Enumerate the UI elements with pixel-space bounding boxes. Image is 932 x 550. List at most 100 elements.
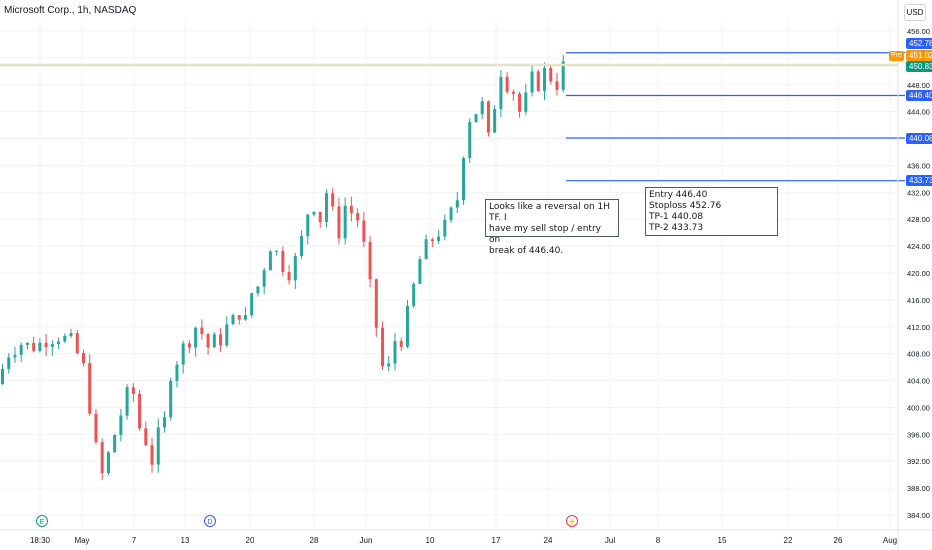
y-tick-label: 420.00: [907, 269, 930, 278]
candle-body: [106, 452, 110, 474]
candle-body: [75, 333, 79, 353]
y-tick-label: 432.00: [907, 188, 930, 197]
candle-body: [32, 342, 36, 351]
split-marker: ⚡: [566, 515, 578, 527]
candle-body: [287, 272, 291, 281]
y-tick-label: 444.00: [907, 108, 930, 117]
candle-body: [7, 357, 11, 369]
candle-body: [57, 341, 61, 345]
y-tick-label: 428.00: [907, 215, 930, 224]
earnings-marker-label: E: [40, 519, 45, 526]
candle-body: [256, 286, 260, 294]
candle-body: [480, 101, 484, 115]
candle-body: [306, 214, 310, 237]
candle-body: [412, 283, 416, 307]
y-tick-label: 388.00: [907, 484, 930, 493]
tp2-price-tag: 433.73: [906, 175, 932, 186]
x-tick-label: Jun: [360, 536, 373, 545]
candle-body: [511, 91, 515, 94]
dividend-marker: D: [204, 515, 216, 527]
x-tick-label: 7: [132, 536, 137, 545]
currency-button[interactable]: USD: [904, 4, 926, 21]
candle-body: [437, 236, 441, 242]
candle-body: [399, 341, 403, 347]
events-layer: E D ⚡: [36, 515, 578, 527]
candle-body: [88, 363, 92, 414]
candle-body: [493, 109, 497, 133]
entry-price-tag: 446.40: [906, 90, 932, 101]
x-tick-label: 10: [426, 536, 435, 545]
chart-title: Microsoft Corp., 1h, NASDAQ: [4, 5, 137, 16]
candle-body: [356, 213, 360, 221]
candle-body: [63, 335, 67, 342]
candle-body: [113, 435, 117, 453]
candle-body: [381, 327, 385, 367]
x-tick-label: 18:30: [30, 536, 51, 545]
candle-body: [561, 61, 565, 90]
candle-body: [1, 368, 4, 384]
x-tick-label: Jul: [605, 536, 615, 545]
y-tick-label: 416.00: [907, 296, 930, 305]
y-tick-label: 392.00: [907, 457, 930, 466]
split-marker-circle: [566, 515, 578, 527]
candle-body: [212, 334, 216, 348]
candle-body: [430, 239, 434, 242]
x-tick-label: 24: [544, 536, 553, 545]
candle-body: [424, 239, 428, 260]
candle-body: [443, 219, 447, 237]
candle-body: [455, 200, 459, 208]
candle-body: [543, 68, 547, 91]
last-price-tag: 450.83: [906, 61, 932, 72]
candle-body: [474, 114, 478, 123]
candle-body: [268, 251, 272, 271]
candle-body: [44, 342, 48, 347]
candle-body: [449, 207, 453, 220]
candle-body: [231, 315, 235, 325]
candle-body: [19, 344, 23, 355]
candle-body: [505, 76, 509, 92]
candle-body: [181, 343, 185, 365]
candle-body: [119, 415, 123, 436]
candle-body: [536, 71, 540, 91]
x-tick-label: 28: [310, 536, 319, 545]
candle-body: [405, 306, 409, 347]
candle-body: [331, 193, 335, 207]
y-tick-label: 456.00: [907, 27, 930, 36]
candle-body: [138, 394, 142, 429]
candle-body: [300, 236, 304, 257]
candle-body: [374, 279, 378, 328]
candle-body: [250, 293, 254, 316]
candles-layer: [1, 54, 565, 481]
dividend-marker-circle: [204, 515, 216, 527]
x-tick-label: 22: [784, 536, 793, 545]
y-tick-label: 424.00: [907, 242, 930, 251]
candle-body: [206, 334, 210, 348]
candle-body: [418, 259, 422, 284]
candle-body: [281, 250, 285, 273]
candle-body: [243, 315, 247, 320]
candle-body: [219, 334, 223, 346]
pre-market-label: Pre: [889, 51, 904, 61]
candle-body: [337, 206, 341, 239]
candle-body: [318, 211, 322, 223]
x-tick-label: 20: [246, 536, 255, 545]
candle-body: [50, 344, 54, 347]
candle-body: [237, 315, 241, 320]
pre-market-price-tag: 451.02: [906, 50, 932, 61]
candle-body: [262, 270, 266, 287]
candle-body: [518, 93, 522, 112]
levels-note[interactable]: Entry 446.40 Stoploss 452.76 TP-1 440.08…: [645, 187, 778, 236]
split-marker-label: ⚡: [568, 517, 577, 526]
x-tick-label: 13: [181, 536, 190, 545]
y-tick-label: 408.00: [907, 350, 930, 359]
candle-body: [524, 92, 528, 112]
candle-body: [194, 327, 198, 348]
candle-body: [200, 327, 204, 335]
dividend-marker-label: D: [207, 519, 212, 526]
analysis-note[interactable]: Looks like a reversal on 1H TF. I have m…: [485, 199, 619, 256]
x-tick-label: May: [74, 536, 89, 545]
x-tick-label: 17: [492, 536, 501, 545]
earnings-marker: E: [36, 515, 48, 527]
